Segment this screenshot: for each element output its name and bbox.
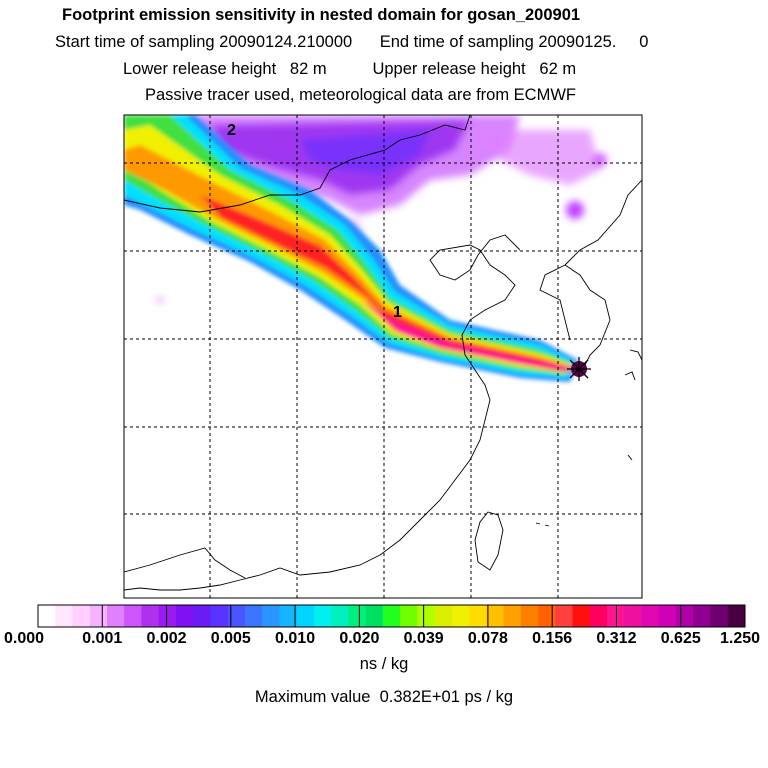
colorbar-cell (365, 605, 384, 627)
colorbar-units: ns / kg (359, 655, 409, 673)
colorbar-tick-label: 0.020 (339, 630, 380, 647)
colorbar-cell (572, 605, 591, 627)
trajectory-label-2: 2 (227, 122, 236, 139)
maximum-value-line: Maximum value 0.382E+01 ps / kg (254, 688, 514, 706)
colorbar-cell (279, 605, 298, 627)
colorbar-cell (296, 605, 315, 627)
colorbar-cell (244, 605, 263, 627)
colorbar-tick-label: 0.625 (660, 630, 701, 647)
colorbar-cell (589, 605, 608, 627)
colorbar-tick-label: 0.005 (210, 630, 251, 647)
colorbar-cell (313, 605, 332, 627)
colorbar-cell (55, 605, 73, 627)
sampling-time-line: Start time of sampling 20090124.210000 E… (55, 33, 649, 51)
colorbar-tick-label: 0.078 (467, 630, 508, 647)
colorbar-tick-label: 0.010 (275, 630, 316, 647)
colorbar-cell (503, 605, 522, 627)
colorbar-cell (72, 605, 91, 627)
colorbar-cell (469, 605, 487, 627)
colorbar-cell (400, 605, 418, 627)
colorbar-cell (382, 605, 401, 627)
colorbar-cell (658, 605, 677, 627)
colorbar-tick-label: 1.250 (719, 630, 761, 647)
plume (124, 115, 578, 382)
coastlines (124, 115, 642, 591)
colorbar-tick-label: 0.000 (3, 630, 45, 647)
colorbar-cell (555, 605, 574, 627)
map-frame (123, 114, 643, 599)
colorbar-cell (641, 605, 660, 627)
colorbar-cell (693, 605, 712, 627)
colorbar-cell (158, 605, 177, 627)
colorbar-frame (37, 604, 746, 628)
colorbar-cell (227, 605, 246, 627)
colorbar-cell (727, 605, 746, 627)
colorbar-cell (538, 605, 556, 627)
release-height-line: Lower release height 82 m Upper release … (123, 60, 577, 78)
colorbar-cell (210, 605, 229, 627)
colorbar-cell (607, 605, 625, 627)
colorbar-cell (624, 605, 643, 627)
colorbar-tick-label: 0.001 (82, 630, 123, 647)
colorbar-cell (486, 605, 505, 627)
colorbar-cell (89, 605, 108, 627)
colorbar-cell (193, 605, 211, 627)
colorbar-cell (175, 605, 194, 627)
tracer-info-line: Passive tracer used, meteorological data… (145, 86, 576, 104)
release-point-icon (567, 357, 591, 381)
colorbar-cell (417, 605, 436, 627)
colorbar-cell (38, 605, 56, 627)
colorbar-cell (331, 605, 349, 627)
colorbar (37, 604, 746, 628)
footprint-map: 2 1 (123, 114, 643, 599)
figure-title: Footprint emission sensitivity in nested… (62, 6, 581, 24)
colorbar-tick-label: 0.312 (596, 630, 637, 647)
colorbar-tick-label: 0.039 (403, 630, 444, 647)
colorbar-tick-label: 0.002 (146, 630, 187, 647)
sensitivity-field (124, 115, 607, 382)
colorbar-cell (434, 605, 453, 627)
colorbar-cell (348, 605, 367, 627)
colorbar-cell (106, 605, 125, 627)
colorbar-cell (520, 605, 539, 627)
colorbar-cell (676, 605, 694, 627)
colorbar-cell (262, 605, 280, 627)
colorbar-cell (124, 605, 142, 627)
trajectory-label-1: 1 (393, 304, 402, 321)
lat-lon-grid (124, 115, 642, 598)
colorbar-cell (141, 605, 160, 627)
colorbar-cells (38, 605, 746, 627)
colorbar-cell (451, 605, 470, 627)
colorbar-tick-label: 0.156 (532, 630, 573, 647)
colorbar-cell (710, 605, 729, 627)
